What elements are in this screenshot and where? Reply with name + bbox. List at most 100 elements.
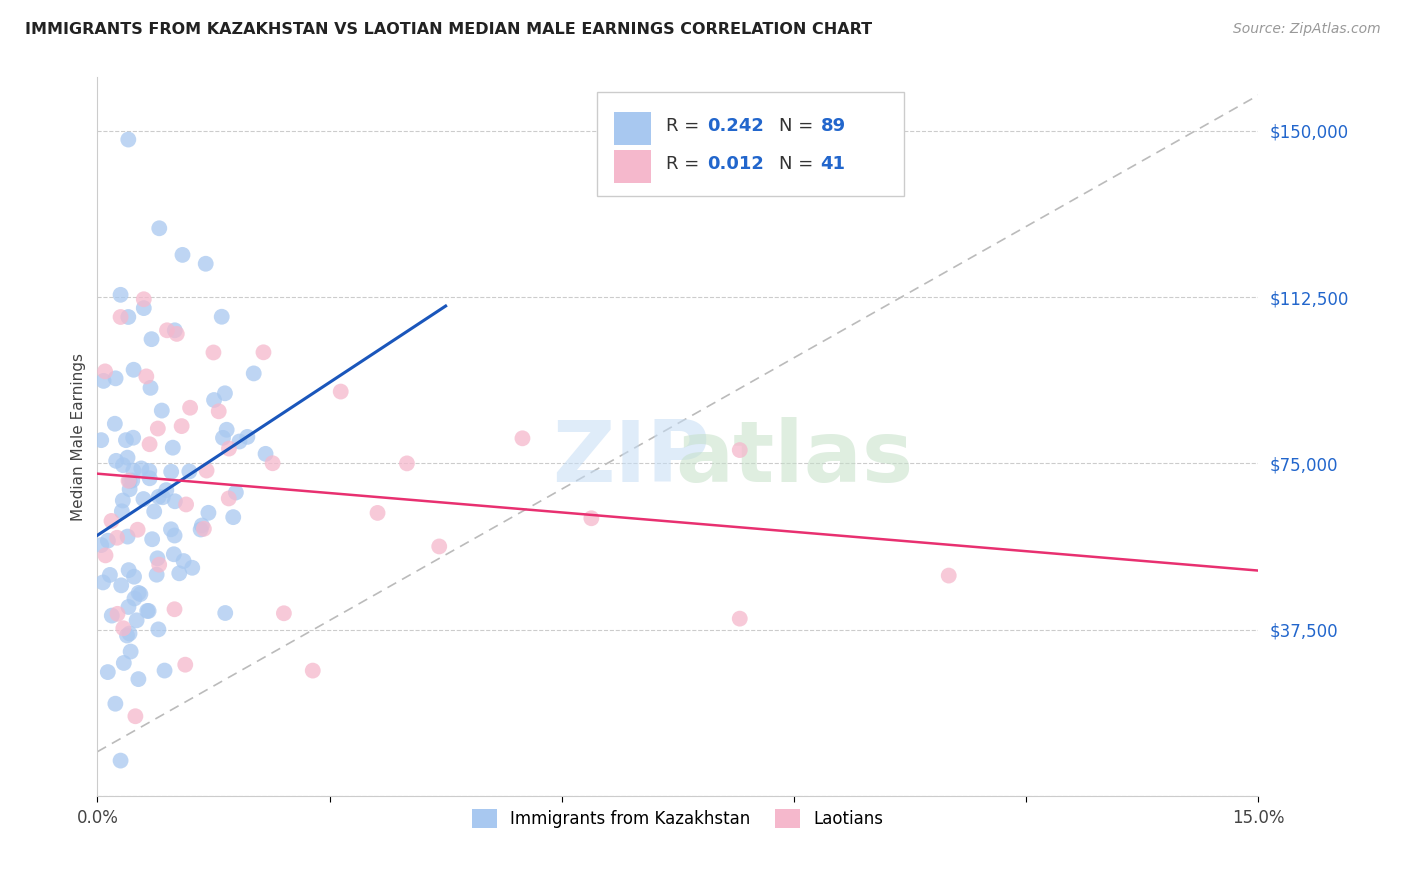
Point bbox=[110, 578, 132, 592]
Point bbox=[148, 623, 170, 637]
Point bbox=[242, 367, 264, 381]
Point bbox=[225, 485, 247, 500]
Text: IMMIGRANTS FROM KAZAKHSTAN VS LAOTIAN MEDIAN MALE EARNINGS CORRELATION CHART: IMMIGRANTS FROM KAZAKHSTAN VS LAOTIAN ME… bbox=[25, 22, 873, 37]
Point bbox=[163, 494, 186, 508]
Point bbox=[172, 248, 194, 262]
Point bbox=[94, 549, 117, 563]
Point bbox=[111, 504, 134, 518]
Point bbox=[194, 257, 217, 271]
Point bbox=[146, 421, 169, 435]
Point bbox=[211, 310, 233, 324]
Point bbox=[143, 504, 166, 518]
Point bbox=[581, 511, 603, 525]
Point bbox=[117, 310, 139, 324]
Point bbox=[138, 437, 160, 451]
Point bbox=[190, 523, 212, 537]
Point bbox=[141, 533, 163, 547]
Point bbox=[163, 528, 186, 542]
Point bbox=[90, 433, 112, 447]
Point bbox=[93, 374, 115, 388]
Point bbox=[228, 434, 250, 449]
Point bbox=[163, 323, 186, 337]
Point bbox=[107, 607, 129, 621]
Text: 0.012: 0.012 bbox=[707, 154, 763, 173]
Point bbox=[395, 456, 418, 470]
Point bbox=[212, 431, 235, 445]
Point bbox=[222, 510, 245, 524]
Point bbox=[110, 310, 132, 324]
Point bbox=[111, 493, 134, 508]
Point bbox=[173, 554, 195, 568]
Point bbox=[117, 599, 139, 614]
Point bbox=[163, 547, 186, 561]
Point bbox=[111, 458, 134, 472]
Text: 0.242: 0.242 bbox=[707, 117, 763, 135]
Point bbox=[118, 563, 141, 577]
Point bbox=[202, 392, 225, 407]
Point bbox=[148, 490, 170, 504]
Point bbox=[138, 464, 160, 478]
Point bbox=[273, 607, 295, 621]
Point bbox=[214, 606, 236, 620]
Legend: Immigrants from Kazakhstan, Laotians: Immigrants from Kazakhstan, Laotians bbox=[465, 802, 890, 835]
Point bbox=[105, 531, 128, 545]
Point bbox=[122, 363, 145, 377]
Point bbox=[148, 221, 170, 235]
Point bbox=[215, 423, 238, 437]
Point bbox=[179, 401, 201, 415]
Point bbox=[136, 604, 159, 618]
Point bbox=[236, 430, 259, 444]
Point bbox=[132, 491, 155, 506]
Point bbox=[110, 754, 132, 768]
Point bbox=[104, 417, 127, 431]
Point bbox=[148, 558, 170, 572]
Text: R =: R = bbox=[666, 154, 706, 173]
Point bbox=[131, 461, 153, 475]
Point bbox=[367, 506, 389, 520]
Text: ZIP: ZIP bbox=[553, 417, 710, 500]
Point bbox=[104, 697, 127, 711]
Text: R =: R = bbox=[666, 117, 706, 135]
Point bbox=[124, 591, 146, 606]
Point bbox=[301, 664, 323, 678]
Point bbox=[128, 586, 150, 600]
Point bbox=[91, 575, 114, 590]
Point bbox=[141, 332, 163, 346]
Point bbox=[122, 570, 145, 584]
FancyBboxPatch shape bbox=[614, 150, 651, 184]
Point bbox=[152, 490, 174, 504]
Point bbox=[112, 656, 135, 670]
Point bbox=[127, 672, 149, 686]
Point bbox=[101, 608, 124, 623]
Point bbox=[162, 441, 184, 455]
Point bbox=[728, 443, 751, 458]
Point bbox=[195, 464, 218, 478]
Point bbox=[329, 384, 352, 399]
FancyBboxPatch shape bbox=[596, 92, 904, 196]
Point bbox=[110, 288, 132, 302]
Point bbox=[104, 371, 127, 385]
Text: N =: N = bbox=[779, 154, 818, 173]
Y-axis label: Median Male Earnings: Median Male Earnings bbox=[72, 352, 86, 521]
Point bbox=[197, 506, 219, 520]
Point bbox=[145, 567, 167, 582]
Point bbox=[94, 364, 117, 378]
Point bbox=[156, 323, 179, 337]
Point bbox=[127, 523, 149, 537]
Point bbox=[117, 474, 139, 488]
Point bbox=[105, 454, 128, 468]
Point bbox=[179, 465, 201, 479]
Point bbox=[166, 326, 188, 341]
Point bbox=[252, 345, 274, 359]
Point bbox=[262, 456, 284, 470]
Point bbox=[117, 132, 139, 146]
Point bbox=[118, 626, 141, 640]
Point bbox=[938, 568, 960, 582]
Point bbox=[214, 386, 236, 401]
Point bbox=[163, 602, 186, 616]
Point bbox=[146, 551, 169, 566]
Text: 89: 89 bbox=[821, 117, 846, 135]
Point bbox=[160, 522, 183, 536]
Point bbox=[167, 566, 190, 581]
Point bbox=[98, 568, 121, 582]
